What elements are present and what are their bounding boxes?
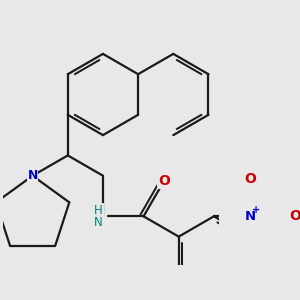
Text: O: O: [244, 172, 256, 186]
Text: -: -: [299, 218, 300, 230]
Text: O: O: [158, 174, 170, 188]
Text: +: +: [252, 206, 260, 215]
Text: O: O: [290, 209, 300, 223]
Text: N: N: [27, 169, 38, 182]
Text: N: N: [245, 210, 256, 223]
Text: H
N: H N: [94, 204, 103, 229]
